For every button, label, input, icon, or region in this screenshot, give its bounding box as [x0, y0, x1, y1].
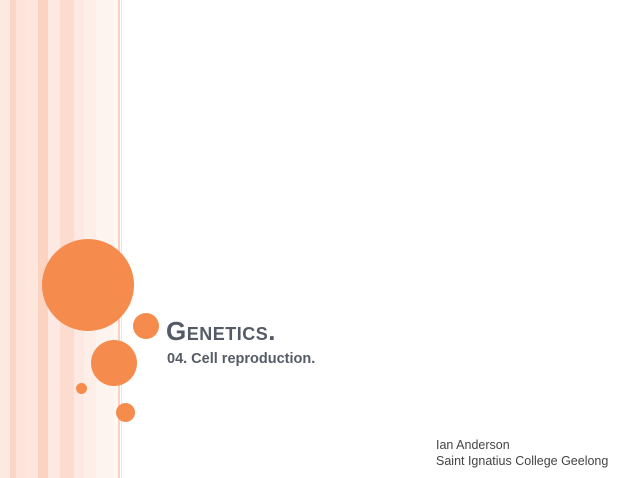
author-name: Ian Anderson [436, 438, 510, 452]
decorative-circle-small [133, 313, 159, 339]
author-school: Saint Ignatius College Geelong [436, 454, 609, 468]
decorative-stripe [16, 0, 26, 478]
decorative-line [121, 0, 122, 478]
decorative-stripe [0, 0, 10, 478]
decorative-stripe [114, 0, 120, 478]
decorative-circle-dot [116, 403, 135, 422]
decorative-circle-large [42, 239, 134, 331]
author-block: Ian Anderson Saint Ignatius College Geel… [436, 437, 608, 469]
decorative-stripe [48, 0, 60, 478]
slide-subtitle: 04. Cell reproduction. [167, 351, 316, 367]
decorative-stripe [10, 0, 16, 478]
decorative-stripe [26, 0, 38, 478]
decorative-line [118, 0, 120, 478]
decorative-circle-medium [91, 340, 137, 386]
decorative-stripe [96, 0, 114, 478]
slide-title: Genetics. [166, 316, 276, 346]
decorative-stripe [38, 0, 48, 478]
decorative-circle-tiny [76, 383, 87, 394]
decorative-stripe [60, 0, 74, 478]
